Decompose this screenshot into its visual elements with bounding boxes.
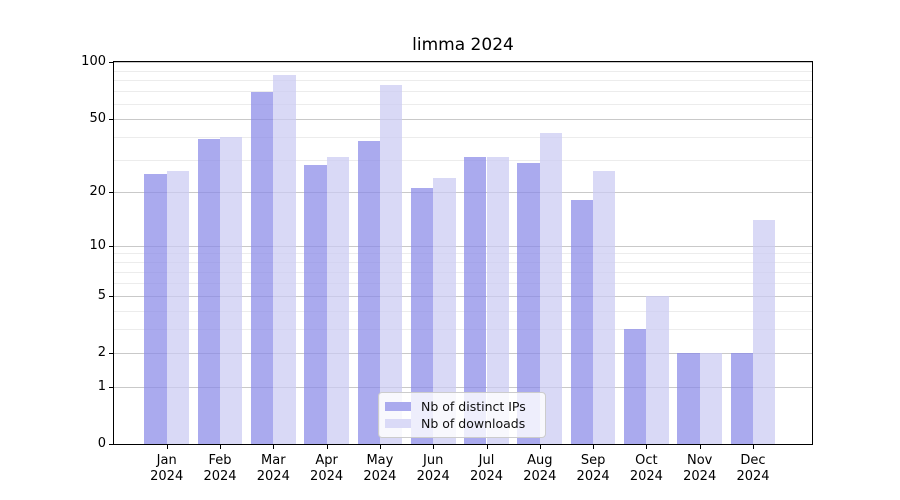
x-tick-label-mar: Mar 2024 bbox=[256, 453, 290, 484]
gridline-minor-9 bbox=[114, 253, 812, 255]
y-tick-label-10: 10 bbox=[89, 237, 106, 253]
bar-feb-downloads bbox=[220, 136, 243, 444]
bar-aug-distinct-ips bbox=[517, 162, 540, 444]
y-tick-label-5: 5 bbox=[97, 287, 106, 303]
bar-may-downloads bbox=[379, 84, 403, 444]
x-tick-mark-dec bbox=[753, 444, 754, 449]
gridline-major-1 bbox=[114, 386, 812, 388]
x-tick-mark-apr bbox=[326, 444, 328, 449]
y-tick-label-20: 20 bbox=[89, 184, 106, 199]
bar-jun-distinct-ips bbox=[410, 188, 434, 444]
bar-nov-downloads bbox=[699, 353, 723, 444]
y-tick-mark-2 bbox=[109, 353, 114, 355]
legend-label-distinct-ips: Nb of distinct IPs bbox=[421, 399, 526, 414]
x-tick-mark-jun bbox=[433, 444, 435, 449]
y-tick-mark-50 bbox=[109, 118, 114, 120]
gridline-major-10 bbox=[114, 245, 812, 247]
bar-mar-downloads bbox=[273, 75, 296, 444]
y-tick-mark-20 bbox=[109, 192, 114, 193]
gridline-minor-90 bbox=[114, 70, 812, 72]
bar-apr-distinct-ips bbox=[304, 165, 327, 444]
x-tick-label-sep: Sep 2024 bbox=[576, 453, 610, 484]
bar-sep-downloads bbox=[593, 171, 616, 444]
bar-oct-distinct-ips bbox=[624, 329, 647, 444]
y-tick-mark-10 bbox=[109, 245, 114, 247]
gridline-minor-60 bbox=[114, 103, 812, 105]
y-tick-label-100: 100 bbox=[81, 54, 106, 69]
bar-nov-distinct-ips bbox=[677, 353, 700, 444]
x-tick-label-aug: Aug 2024 bbox=[523, 453, 557, 484]
x-tick-mark-aug bbox=[539, 444, 541, 449]
bar-may-distinct-ips bbox=[357, 140, 380, 444]
gridline-major-100 bbox=[114, 62, 812, 63]
bar-dec-distinct-ips bbox=[730, 353, 753, 444]
bar-apr-downloads bbox=[326, 157, 349, 444]
x-tick-mark-jan bbox=[166, 444, 168, 449]
y-tick-mark-100 bbox=[109, 62, 114, 63]
x-tick-label-jun: Jun 2024 bbox=[416, 453, 450, 484]
bar-jul-downloads bbox=[486, 157, 509, 444]
bar-oct-downloads bbox=[646, 295, 669, 444]
x-tick-mark-jul bbox=[486, 444, 488, 449]
x-tick-mark-nov bbox=[699, 444, 701, 449]
legend-item-distinct-ips: Nb of distinct IPs bbox=[385, 398, 537, 415]
chart-title: limma 2024 bbox=[412, 35, 514, 55]
x-tick-mark-feb bbox=[220, 444, 221, 449]
plot-area bbox=[114, 62, 812, 444]
x-tick-label-jan: Jan 2024 bbox=[150, 453, 184, 484]
gridline-minor-80 bbox=[114, 80, 812, 82]
legend: Nb of distinct IPs Nb of downloads bbox=[378, 392, 546, 438]
y-tick-mark-0 bbox=[109, 444, 114, 445]
x-tick-mark-mar bbox=[273, 444, 275, 449]
bar-aug-downloads bbox=[539, 132, 563, 444]
bar-jan-downloads bbox=[166, 171, 190, 444]
gridline-major-2 bbox=[114, 353, 812, 355]
gridline-minor-4 bbox=[114, 310, 812, 312]
x-tick-label-apr: Apr 2024 bbox=[310, 453, 344, 484]
gridline-major-20 bbox=[114, 192, 812, 193]
bar-sep-distinct-ips bbox=[570, 200, 594, 444]
legend-label-downloads: Nb of downloads bbox=[421, 416, 526, 431]
gridline-major-50 bbox=[114, 118, 812, 120]
x-tick-label-jul: Jul 2024 bbox=[469, 453, 504, 484]
x-tick-label-dec: Dec 2024 bbox=[736, 453, 770, 484]
x-tick-label-may: May 2024 bbox=[363, 453, 397, 484]
legend-swatch-distinct-ips bbox=[385, 402, 411, 411]
bar-mar-distinct-ips bbox=[250, 92, 274, 444]
y-tick-mark-5 bbox=[109, 295, 114, 297]
x-tick-label-oct: Oct 2024 bbox=[629, 453, 663, 484]
legend-swatch-downloads bbox=[385, 419, 411, 428]
bar-feb-distinct-ips bbox=[197, 138, 220, 444]
y-tick-label-1: 1 bbox=[97, 378, 106, 394]
x-tick-mark-may bbox=[379, 444, 381, 449]
y-tick-label-0: 0 bbox=[97, 436, 106, 451]
bar-jan-distinct-ips bbox=[144, 174, 167, 444]
gridline-minor-70 bbox=[114, 91, 812, 93]
gridline-minor-8 bbox=[114, 262, 812, 264]
y-tick-label-50: 50 bbox=[89, 110, 106, 126]
y-tick-mark-1 bbox=[109, 386, 114, 388]
legend-item-downloads: Nb of downloads bbox=[385, 415, 537, 432]
bar-dec-downloads bbox=[753, 219, 776, 444]
gridline-minor-30 bbox=[114, 159, 812, 161]
gridline-minor-7 bbox=[114, 271, 812, 273]
bar-jul-distinct-ips bbox=[464, 157, 487, 444]
bar-jun-downloads bbox=[433, 177, 456, 444]
x-tick-label-feb: Feb 2024 bbox=[203, 453, 237, 484]
gridline-minor-40 bbox=[114, 136, 812, 138]
gridline-minor-3 bbox=[114, 329, 812, 331]
gridline-major-5 bbox=[114, 295, 812, 297]
x-tick-label-nov: Nov 2024 bbox=[683, 453, 717, 484]
x-tick-mark-oct bbox=[646, 444, 648, 449]
y-tick-label-2: 2 bbox=[97, 345, 106, 361]
gridline-minor-6 bbox=[114, 282, 812, 284]
x-tick-mark-sep bbox=[593, 444, 595, 449]
